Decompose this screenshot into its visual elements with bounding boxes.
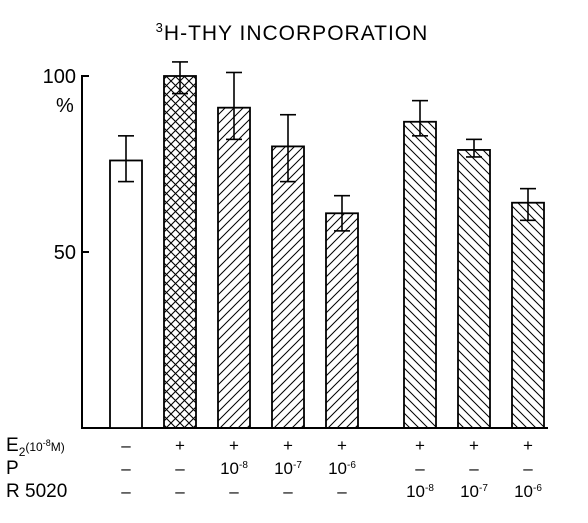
bar xyxy=(457,149,491,429)
condition-cell: + xyxy=(469,436,479,455)
condition-cell: 10-6 xyxy=(328,459,356,478)
condition-row-label: E2(10-8M) xyxy=(6,435,65,459)
condition-cell: + xyxy=(229,436,239,455)
condition-cell: 10-8 xyxy=(406,482,434,501)
condition-cell: – xyxy=(337,482,347,501)
y-tick-label: 100 xyxy=(43,66,76,88)
condition-cell: – xyxy=(121,459,131,478)
bars xyxy=(109,61,545,429)
condition-cell: + xyxy=(175,436,185,455)
condition-cell: – xyxy=(175,482,185,501)
condition-cell: – xyxy=(283,482,293,501)
condition-cell: – xyxy=(523,459,533,478)
condition-cell: 10-8 xyxy=(220,459,248,478)
condition-cell: – xyxy=(229,482,239,501)
title-main: H-THY INCORPORATION xyxy=(164,22,428,45)
condition-cell: + xyxy=(415,436,425,455)
bar xyxy=(109,159,143,429)
condition-cell: – xyxy=(121,436,131,455)
y-tick-label: 50 xyxy=(54,242,76,264)
condition-cell: 10-6 xyxy=(514,482,542,501)
condition-cell: + xyxy=(523,436,533,455)
bar xyxy=(217,106,251,429)
condition-row-label: R 5020 xyxy=(6,481,67,502)
bar xyxy=(325,212,359,429)
bar xyxy=(163,75,197,429)
condition-row-label: P xyxy=(6,458,19,479)
condition-cell: – xyxy=(175,459,185,478)
bar xyxy=(511,201,545,429)
condition-cell: 10-7 xyxy=(460,482,488,501)
condition-cell: 10-7 xyxy=(274,459,302,478)
condition-cell: + xyxy=(337,436,347,455)
condition-cell: – xyxy=(469,459,479,478)
condition-table: E2(10-8M) – + + + + + + + P – – 10-8 10-7 10-6 – – – R 502… xyxy=(6,435,542,502)
chart-title: 3H-THY INCORPORATION xyxy=(156,20,429,45)
condition-cell: – xyxy=(121,482,131,501)
y-axis-label: % xyxy=(56,95,74,117)
title-superscript: 3 xyxy=(156,20,164,35)
condition-cell: – xyxy=(415,459,425,478)
bar xyxy=(271,145,305,429)
condition-cell: + xyxy=(283,436,293,455)
bar xyxy=(403,120,437,429)
